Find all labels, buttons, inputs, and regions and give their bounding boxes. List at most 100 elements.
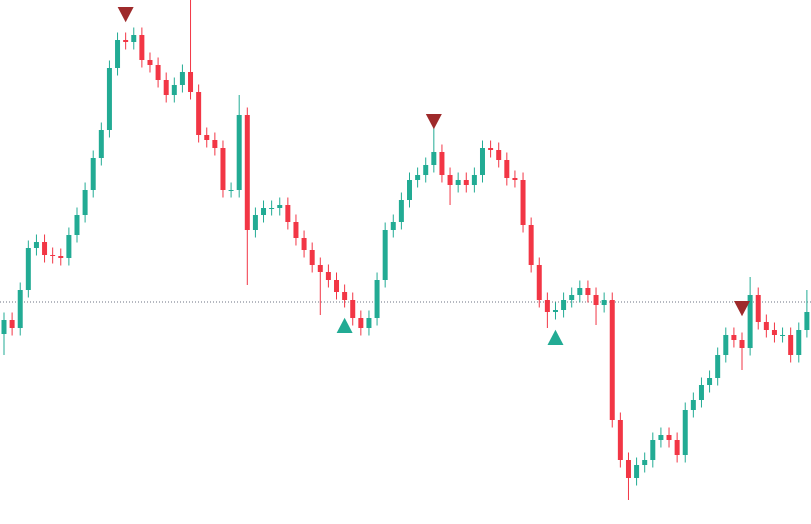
candle-down <box>301 238 307 250</box>
candle-up <box>471 175 477 185</box>
candle-up <box>780 335 786 336</box>
candle-down <box>755 295 761 322</box>
candle-up <box>698 385 704 400</box>
candle-up <box>252 215 258 230</box>
candle-down <box>204 135 210 140</box>
candle-down <box>293 222 299 238</box>
candle-down <box>593 295 599 305</box>
candle-up <box>455 180 461 185</box>
candle-up <box>479 148 485 175</box>
candle-down <box>763 322 769 330</box>
candle-up <box>66 235 72 258</box>
candle-down <box>334 280 340 292</box>
candle-down <box>350 300 356 318</box>
candle-down <box>212 140 218 148</box>
candle-up <box>747 295 753 348</box>
candle-up <box>228 190 234 191</box>
candle-down <box>666 435 672 440</box>
candle-up <box>277 205 283 208</box>
candle-down <box>674 440 680 455</box>
candle-up <box>131 35 137 42</box>
candle-up <box>707 378 713 385</box>
candle-up <box>715 355 721 378</box>
candle-up <box>415 175 421 180</box>
candle-down <box>325 272 331 280</box>
candle-up <box>642 460 648 465</box>
candle-up <box>269 208 275 209</box>
candle-down <box>625 460 631 478</box>
candle-up <box>658 435 664 440</box>
candle-down <box>58 256 64 258</box>
sell-signal-triangle-down-icon <box>117 7 134 23</box>
candle-up <box>723 335 729 355</box>
candle-up <box>650 440 656 460</box>
candle-up <box>33 242 39 248</box>
candle-down <box>123 40 129 42</box>
candle-up <box>74 215 80 235</box>
candle-up <box>98 130 104 158</box>
candle-up <box>796 330 802 355</box>
candle-down <box>163 80 169 95</box>
sell-signal-triangle-down-icon <box>734 301 751 317</box>
candle-down <box>285 205 291 222</box>
candle-up <box>569 295 575 300</box>
candle-up <box>804 312 810 330</box>
candle-up <box>561 300 567 310</box>
candle-up <box>577 288 583 295</box>
candle-up <box>407 180 412 200</box>
sell-signal-triangle-down-icon <box>425 114 442 130</box>
candle-down <box>139 35 145 60</box>
candle-down <box>342 292 348 300</box>
candle-down <box>42 242 48 255</box>
candle-down <box>739 340 745 348</box>
buy-signal-triangle-up-icon <box>336 317 353 333</box>
candle-down <box>447 175 453 185</box>
candle-up <box>25 248 31 290</box>
candle-down <box>585 288 591 295</box>
candle-down <box>504 160 510 178</box>
candle-up <box>82 190 88 215</box>
candle-down <box>731 335 737 340</box>
candle-down <box>528 225 534 265</box>
candle-up <box>17 290 23 328</box>
candle-up <box>171 85 177 95</box>
candle-down <box>520 180 526 225</box>
candles-group <box>1 0 810 500</box>
candle-up <box>431 152 437 165</box>
candle-up <box>1 320 7 334</box>
candle-down <box>188 72 194 92</box>
candle-down <box>463 180 469 185</box>
candle-down <box>50 255 56 256</box>
candle-up <box>423 165 429 175</box>
candle-down <box>317 265 323 272</box>
candle-up <box>261 208 267 215</box>
buy-signal-triangle-up-icon <box>547 329 564 345</box>
candle-up <box>106 68 112 130</box>
candle-down <box>309 250 315 265</box>
candle-down <box>147 60 153 65</box>
candle-up <box>552 310 558 312</box>
candle-down <box>496 150 502 160</box>
candle-down <box>609 300 615 420</box>
candle-up <box>601 300 607 305</box>
candle-down <box>220 148 226 190</box>
candle-down <box>358 318 364 328</box>
candle-up <box>115 40 121 68</box>
candle-down <box>439 152 445 175</box>
signal-markers-group <box>117 7 751 345</box>
candle-up <box>690 400 696 410</box>
candle-up <box>236 115 242 190</box>
candle-down <box>244 115 250 230</box>
candle-down <box>536 265 542 300</box>
candle-up <box>374 280 380 318</box>
candle-down <box>617 420 623 460</box>
candle-down <box>771 330 777 335</box>
candle-down <box>196 92 202 135</box>
candle-up <box>90 158 96 190</box>
candle-up <box>634 465 640 478</box>
candle-down <box>488 148 494 150</box>
candle-down <box>9 320 15 328</box>
candle-down <box>155 65 161 80</box>
candle-up <box>366 318 372 328</box>
candle-up <box>398 200 404 222</box>
